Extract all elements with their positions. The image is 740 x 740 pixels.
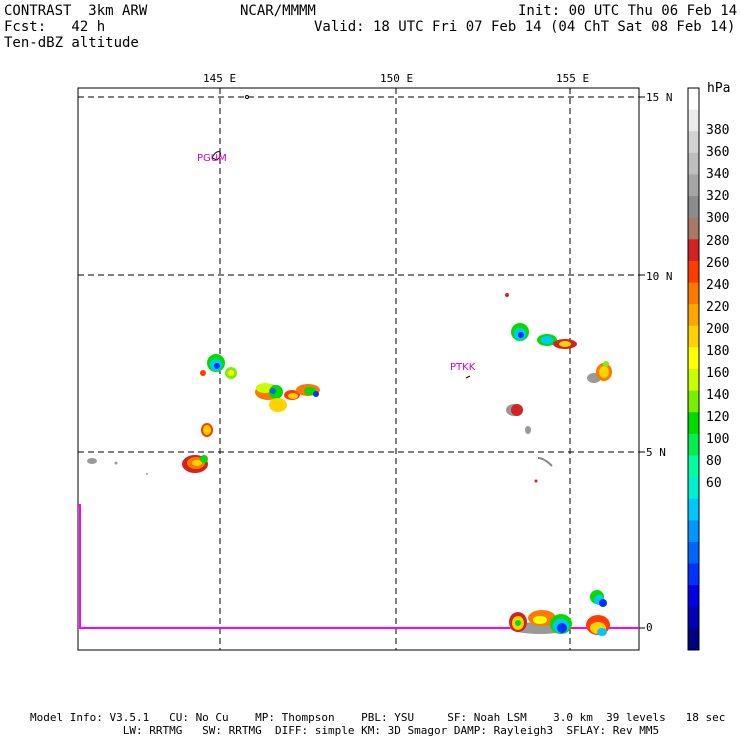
init-time: Init: 00 UTC Thu 06 Feb 14 bbox=[518, 3, 738, 19]
guam-island bbox=[211, 151, 222, 161]
lat-label-0: 0 bbox=[646, 621, 653, 634]
colorbar-swatch bbox=[688, 628, 699, 651]
lon-label-155: 155 E bbox=[556, 72, 590, 85]
station-label-pgum: PGUM bbox=[197, 153, 227, 164]
colorbar bbox=[687, 87, 700, 651]
echo-cell-f bbox=[596, 361, 612, 381]
colorbar-swatch bbox=[688, 304, 699, 327]
model-info-line2: LW: RRTMG SW: RRTMG DIFF: simple KM: 3D … bbox=[30, 724, 660, 737]
colorbar-label: 300 bbox=[706, 211, 730, 227]
pohnpei-island bbox=[537, 457, 553, 467]
colorbar-swatch bbox=[688, 217, 699, 240]
lat-label-5: 5 N bbox=[646, 446, 666, 459]
colorbar-label: 260 bbox=[706, 255, 730, 271]
colorbar-swatch bbox=[688, 88, 699, 111]
colorbar-label: 100 bbox=[706, 432, 730, 448]
colorbar-swatch bbox=[688, 585, 699, 608]
right-ticks bbox=[639, 96, 645, 629]
colorbar-swatch bbox=[688, 520, 699, 543]
colorbar-swatch bbox=[688, 412, 699, 435]
island-north bbox=[245, 95, 249, 99]
colorbar-label: 180 bbox=[706, 343, 730, 359]
colorbar-swatch bbox=[688, 498, 699, 521]
colorbar-swatch bbox=[688, 109, 699, 132]
colorbar-swatch bbox=[688, 606, 699, 629]
colorbar-label: 280 bbox=[706, 233, 730, 249]
colorbar-label: 320 bbox=[706, 189, 730, 205]
colorbar-swatch bbox=[688, 455, 699, 478]
echo-cell-a bbox=[200, 354, 237, 379]
colorbar-label: 200 bbox=[706, 321, 730, 337]
model-info-line1: Model Info: V3.5.1 CU: No Cu MP: Thompso… bbox=[30, 711, 726, 724]
colorbar-swatch bbox=[688, 152, 699, 175]
colorbar-swatch bbox=[688, 260, 699, 284]
colorbar-swatch bbox=[688, 369, 699, 392]
station-label-ptkk: PTKK bbox=[450, 362, 476, 373]
colorbar-label: 160 bbox=[706, 365, 730, 381]
chuuk-island bbox=[465, 375, 471, 379]
colorbar-swatch bbox=[688, 433, 699, 456]
colorbar-label: 220 bbox=[706, 299, 730, 315]
colorbar-swatch bbox=[688, 174, 699, 197]
colorbar-swatch bbox=[688, 541, 699, 565]
colorbar-label: 240 bbox=[706, 277, 730, 293]
colorbar-unit: hPa bbox=[707, 81, 731, 96]
colorbar-swatch bbox=[688, 477, 699, 500]
graticule bbox=[78, 88, 639, 650]
lon-label-150: 150 E bbox=[380, 72, 414, 85]
echo-cell-d bbox=[182, 455, 208, 473]
colorbar-label: 140 bbox=[706, 388, 730, 403]
forecast-hour: Fcst: 42 h bbox=[4, 19, 106, 35]
echo-cell-g bbox=[511, 404, 538, 483]
colorbar-label: 340 bbox=[706, 167, 730, 183]
map-frame bbox=[77, 87, 640, 651]
echo-cell-b bbox=[255, 383, 320, 412]
colorbar-label: 60 bbox=[706, 476, 722, 492]
lat-label-10: 10 N bbox=[646, 270, 673, 283]
colorbar-swatch bbox=[688, 347, 699, 370]
colorbar-swatch bbox=[688, 196, 699, 219]
colorbar-swatch bbox=[688, 282, 699, 305]
colorbar-swatch bbox=[688, 131, 699, 154]
colorbar-swatch bbox=[688, 563, 699, 586]
colorbar-frame bbox=[687, 87, 700, 651]
valid-time: Valid: 18 UTC Fri 07 Feb 14 (04 ChT Sat … bbox=[314, 19, 736, 35]
center-title: NCAR/MMMM bbox=[240, 3, 316, 19]
colorbar-swatch bbox=[688, 325, 699, 348]
colorbar-label: 380 bbox=[706, 123, 730, 139]
model-title: CONTRAST 3km ARW bbox=[4, 3, 148, 19]
colorbar-label: 80 bbox=[706, 454, 722, 470]
colorbar-swatch bbox=[688, 390, 699, 413]
echo-cell-c bbox=[201, 423, 213, 437]
gray-specks bbox=[87, 373, 601, 634]
field-title: Ten-dBZ altitude bbox=[4, 35, 139, 51]
domain-boundary bbox=[78, 504, 639, 629]
echo-cell-h bbox=[509, 590, 610, 636]
lon-label-145: 145 E bbox=[203, 72, 237, 85]
colorbar-label: 120 bbox=[706, 410, 730, 426]
lat-label-15: 15 N bbox=[646, 91, 673, 104]
colorbar-swatch bbox=[688, 239, 699, 262]
echo-cell-e bbox=[505, 293, 577, 349]
colorbar-label: 360 bbox=[706, 145, 730, 161]
